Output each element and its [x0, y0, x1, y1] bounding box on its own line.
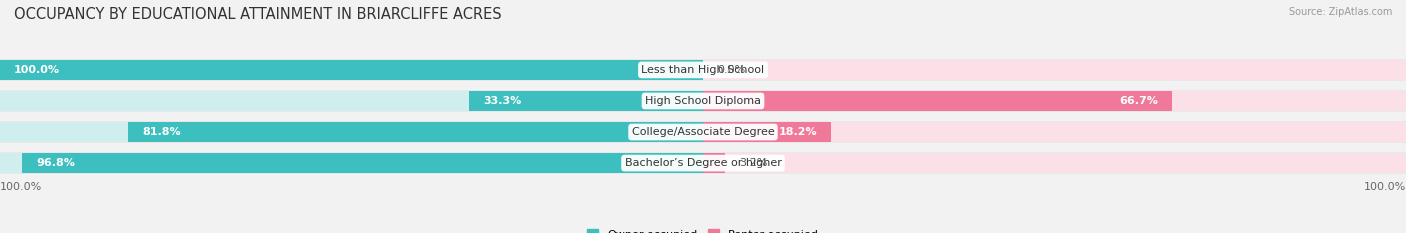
Text: 100.0%: 100.0%	[1364, 182, 1406, 192]
Bar	[0, 60, 703, 79]
Bar	[0, 122, 703, 142]
Legend: Owner-occupied, Renter-occupied: Owner-occupied, Renter-occupied	[582, 225, 824, 233]
Bar	[0, 121, 1406, 143]
Bar	[128, 122, 703, 142]
Text: College/Associate Degree: College/Associate Degree	[631, 127, 775, 137]
Text: 81.8%: 81.8%	[142, 127, 180, 137]
Text: Source: ZipAtlas.com: Source: ZipAtlas.com	[1288, 7, 1392, 17]
Bar	[22, 154, 703, 173]
Bar	[0, 154, 703, 173]
Text: High School Diploma: High School Diploma	[645, 96, 761, 106]
Text: 33.3%: 33.3%	[484, 96, 522, 106]
Text: OCCUPANCY BY EDUCATIONAL ATTAINMENT IN BRIARCLIFFE ACRES: OCCUPANCY BY EDUCATIONAL ATTAINMENT IN B…	[14, 7, 502, 22]
Text: 18.2%: 18.2%	[779, 127, 817, 137]
Bar	[703, 154, 1406, 173]
Bar	[0, 60, 703, 79]
Bar	[703, 154, 725, 173]
Bar	[0, 90, 1406, 112]
Bar	[470, 91, 703, 111]
Text: Less than High School: Less than High School	[641, 65, 765, 75]
Bar	[703, 91, 1171, 111]
Bar	[0, 91, 703, 111]
Text: 96.8%: 96.8%	[37, 158, 76, 168]
Bar	[703, 91, 1406, 111]
Text: 100.0%: 100.0%	[0, 182, 42, 192]
Text: 66.7%: 66.7%	[1119, 96, 1159, 106]
Bar	[0, 59, 1406, 81]
Bar	[703, 60, 1406, 79]
Bar	[0, 152, 1406, 174]
Text: 0.0%: 0.0%	[717, 65, 745, 75]
Bar	[703, 122, 831, 142]
Text: 3.2%: 3.2%	[740, 158, 768, 168]
Bar	[703, 122, 1406, 142]
Text: Bachelor’s Degree or higher: Bachelor’s Degree or higher	[624, 158, 782, 168]
Text: 100.0%: 100.0%	[14, 65, 60, 75]
